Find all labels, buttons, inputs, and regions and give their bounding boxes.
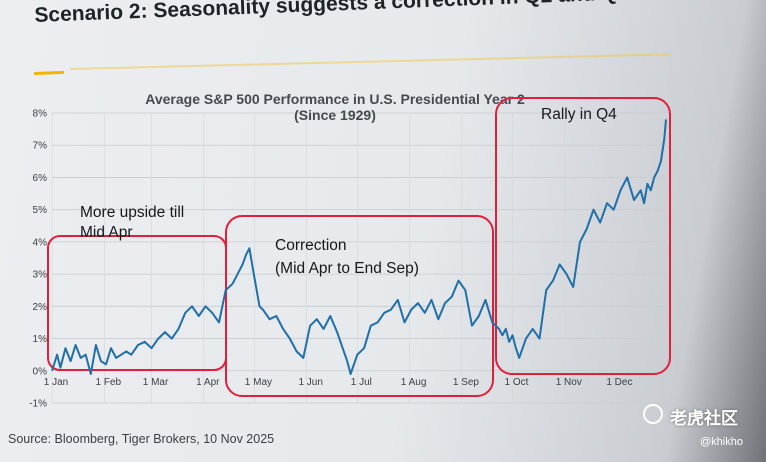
chart-subtitle: (Since 1929) — [294, 107, 376, 123]
watermark: 老虎社区 — [670, 409, 738, 428]
y-tick-label: 1% — [33, 334, 48, 345]
x-tick-label: 1 Oct — [505, 377, 529, 388]
x-tick-label: 1 Mar — [143, 377, 169, 388]
y-tick-label: 2% — [33, 302, 48, 313]
y-tick-label: -1% — [29, 399, 47, 410]
watermark-logo-icon — [643, 404, 663, 424]
x-tick-label: 1 Dec — [606, 377, 632, 388]
gridlines — [51, 112, 666, 404]
x-tick-label: 1 Jul — [351, 377, 372, 388]
y-tick-label: 5% — [33, 205, 48, 216]
axis-labels: 8% 7% 6% 5% 4% 3% 2% 1% 0% -1% 1 Jan 1 Feb 1 Mar 1 Ap… — [29, 109, 632, 410]
series-line — [51, 119, 667, 375]
annotation-1-line-2: Mid Apr — [80, 224, 133, 241]
annotation-2-line-1: Correction — [275, 237, 347, 254]
y-tick-label: 3% — [33, 270, 48, 281]
annotation-1-line-1: More upside till — [80, 204, 184, 221]
x-tick-label: 1 Apr — [196, 377, 220, 388]
annotations: More upside till Mid Apr Correction (Mid Ap… — [80, 106, 617, 277]
x-tick-label: 1 Jun — [298, 377, 322, 388]
x-tick-label: 1 Nov — [556, 377, 582, 388]
y-tick-label: 0% — [33, 366, 48, 377]
y-tick-label: 6% — [33, 173, 48, 184]
x-tick-label: 1 Jan — [44, 377, 68, 388]
y-tick-label: 8% — [33, 109, 48, 120]
x-tick-label: 1 Aug — [401, 377, 427, 388]
x-tick-label: 1 May — [245, 377, 272, 388]
x-tick-label: 1 Sep — [453, 377, 480, 388]
chart-title: Average S&P 500 Performance in U.S. Pres… — [145, 91, 525, 107]
region-box-3 — [495, 97, 671, 375]
region-boxes — [47, 97, 671, 397]
annotation-2-line-2: (Mid Apr to End Sep) — [275, 260, 419, 277]
author-handle: @khikho — [700, 436, 743, 448]
x-tick-label: 1 Feb — [96, 377, 122, 388]
region-box-2 — [225, 215, 494, 397]
annotation-3-line-1: Rally in Q4 — [541, 106, 617, 123]
y-tick-label: 7% — [33, 141, 48, 152]
y-tick-label: 4% — [33, 237, 48, 248]
source-note: Source: Bloomberg, Tiger Brokers, 10 Nov… — [8, 432, 275, 446]
